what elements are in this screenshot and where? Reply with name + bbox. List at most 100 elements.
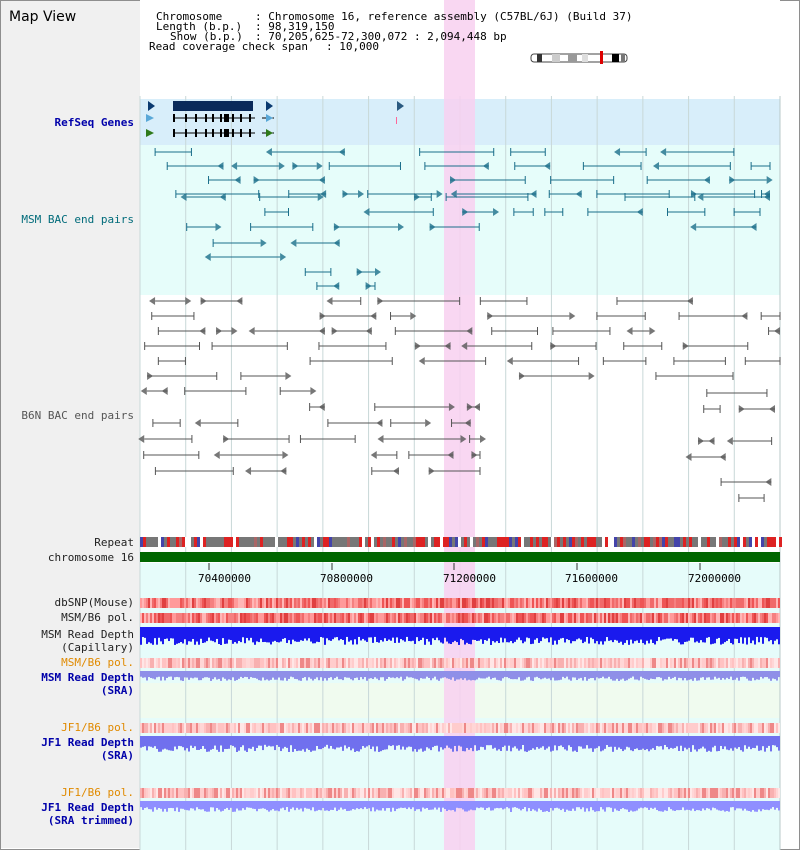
jf1-depth-trimmed xyxy=(634,801,636,812)
jf1-depth-trimmed xyxy=(312,801,314,808)
jf1-depth-sra xyxy=(690,736,692,752)
jf1-pol2-heat xyxy=(742,788,744,798)
msm-pol2-heat xyxy=(324,658,326,668)
gene-exon xyxy=(173,114,175,122)
msm-pol2-heat xyxy=(614,658,616,668)
jf1-pol2-heat xyxy=(704,788,706,798)
jf1-depth-sra xyxy=(766,736,768,748)
jf1-depth-sra xyxy=(218,736,220,752)
jf1-depth-sra xyxy=(194,736,196,747)
repeat-segment xyxy=(431,537,434,547)
jf1-pol-heat xyxy=(278,723,280,733)
repeat-segment xyxy=(371,537,374,547)
msm-pol-heat xyxy=(664,613,666,623)
jf1-pol2-heat xyxy=(172,788,174,798)
msm-pol-heat xyxy=(288,613,290,623)
msm-pol-heat xyxy=(630,613,632,623)
repeat-segment xyxy=(455,537,458,547)
track-label-jf1-read-depth-sra[interactable]: JF1 Read Depth (SRA) xyxy=(41,736,134,762)
jf1-depth-trimmed xyxy=(464,801,466,812)
jf1-pol2-heat xyxy=(690,788,692,798)
repeat-segment xyxy=(308,537,311,547)
msm-depth-sra xyxy=(758,671,760,680)
track-label-chromosome[interactable]: chromosome 16 xyxy=(47,551,134,564)
repeat-segment xyxy=(188,537,191,547)
dbsnp-heat xyxy=(154,598,156,608)
msm-pol-heat xyxy=(584,613,586,623)
jf1-depth-trimmed xyxy=(682,801,684,808)
jf1-pol-heat xyxy=(394,723,396,733)
jf1-depth-sra xyxy=(328,736,330,749)
track-label-jf1-read-depth-trimmed[interactable]: JF1 Read Depth (SRA trimmed) xyxy=(41,801,134,827)
jf1-pol-heat xyxy=(492,723,494,733)
jf1-depth-trimmed xyxy=(600,801,602,808)
track-label-msm-b6-pol-1[interactable]: MSM/B6 pol. xyxy=(61,611,134,624)
repeat-segment xyxy=(752,537,755,547)
msm-depth-cap xyxy=(526,627,528,638)
jf1-depth-trimmed xyxy=(390,801,392,812)
msm-bac-end-arrow xyxy=(482,162,489,170)
msm-depth-sra xyxy=(694,671,696,678)
jf1-depth-sra xyxy=(470,736,472,748)
msm-pol-heat xyxy=(176,613,178,623)
jf1-pol2-heat xyxy=(226,788,228,798)
jf1-pol-heat xyxy=(664,723,666,733)
jf1-depth-sra xyxy=(464,736,466,752)
repeat-segment xyxy=(638,537,641,547)
track-label-msm-read-depth-capillary[interactable]: MSM Read Depth (Capillary) xyxy=(41,628,134,654)
jf1-pol-heat xyxy=(454,723,456,733)
repeat-segment xyxy=(749,537,752,547)
repeat-segment xyxy=(743,537,746,547)
msm-bac-end-arrow xyxy=(253,176,260,184)
jf1-depth-sra xyxy=(240,736,242,748)
msm-pol2-heat xyxy=(182,658,184,668)
msm-depth-cap xyxy=(618,627,620,643)
msm-pol-heat xyxy=(538,613,540,623)
jf1-depth-trimmed xyxy=(594,801,596,812)
jf1-pol2-heat xyxy=(376,788,378,798)
jf1-depth-sra xyxy=(578,736,580,747)
msm-depth-cap xyxy=(158,627,160,638)
msm-pol2-heat xyxy=(414,658,416,668)
msm-pol-heat xyxy=(618,613,620,623)
dbsnp-heat xyxy=(738,598,740,608)
jf1-depth-trimmed xyxy=(366,801,368,809)
track-label-jf1-b6-pol-2[interactable]: JF1/B6 pol. xyxy=(61,786,134,799)
track-label-msm-bac-end-pairs[interactable]: MSM BAC end pairs xyxy=(21,213,134,226)
jf1-pol-heat xyxy=(354,723,356,733)
track-label-repeat[interactable]: Repeat xyxy=(94,536,134,549)
repeat-segment xyxy=(191,537,194,547)
jf1-depth-sra xyxy=(742,736,744,752)
msm-pol-heat xyxy=(412,613,414,623)
msm-depth-cap xyxy=(494,627,496,643)
msm-depth-sra xyxy=(354,671,356,679)
jf1-pol2-heat xyxy=(772,788,774,798)
msm-pol2-heat xyxy=(730,658,732,668)
msm-depth-cap xyxy=(510,627,512,642)
msm-depth-sra xyxy=(516,671,518,680)
repeat-segment xyxy=(647,537,650,547)
msm-pol2-heat xyxy=(714,658,716,668)
jf1-pol2-heat xyxy=(592,788,594,798)
track-label-b6n-bac-end-pairs[interactable]: B6N BAC end pairs xyxy=(21,409,134,422)
jf1-depth-trimmed xyxy=(640,801,642,808)
jf1-depth-sra xyxy=(480,736,482,747)
msm-pol-heat xyxy=(684,613,686,623)
track-label-jf1-b6-pol-1[interactable]: JF1/B6 pol. xyxy=(61,721,134,734)
repeat-segment xyxy=(620,537,623,547)
dbsnp-heat xyxy=(226,598,228,608)
jf1-pol2-heat xyxy=(158,788,160,798)
track-label-msm-read-depth-sra[interactable]: MSM Read Depth (SRA) xyxy=(41,671,134,697)
track-label-refseq-genes[interactable]: RefSeq Genes xyxy=(54,116,134,129)
jf1-pol2-heat xyxy=(730,788,732,798)
track-label-dbsnp[interactable]: dbSNP(Mouse) xyxy=(54,596,134,609)
msm-pol2-heat xyxy=(158,658,160,668)
track-label-msm-b6-pol-2[interactable]: MSM/B6 pol. xyxy=(61,656,134,669)
jf1-pol2-heat xyxy=(510,788,512,798)
dbsnp-heat xyxy=(502,598,504,608)
jf1-pol2-heat xyxy=(518,788,520,798)
msm-depth-cap xyxy=(460,627,462,639)
jf1-depth-sra xyxy=(282,736,284,749)
msm-pol2-heat xyxy=(150,658,152,668)
